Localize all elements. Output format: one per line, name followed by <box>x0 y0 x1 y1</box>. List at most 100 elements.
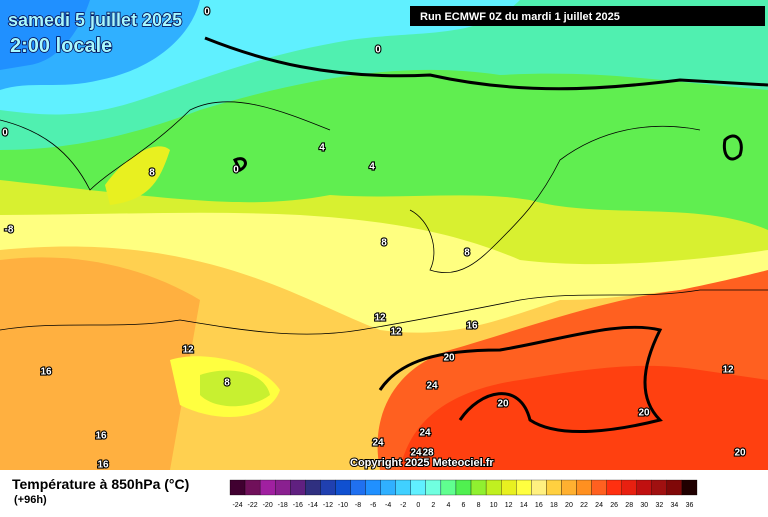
scale-swatch <box>455 479 472 496</box>
lead-time: (+96h) <box>14 494 47 506</box>
scale-label: -18 <box>278 502 288 509</box>
scale-swatch <box>229 479 246 496</box>
contour-0 <box>722 134 743 161</box>
scale-label: -16 <box>293 502 303 509</box>
coastline <box>0 289 768 335</box>
contour-0 <box>204 36 768 91</box>
contour-label: 24 <box>419 428 431 439</box>
coastline <box>409 125 701 274</box>
scale-label: 26 <box>610 502 618 509</box>
scale-label: 10 <box>490 502 498 509</box>
scale-swatch <box>275 479 291 496</box>
scale-label: 32 <box>655 502 663 509</box>
contour-0 <box>232 157 247 173</box>
contour-label: 24 <box>426 381 438 392</box>
contour-label: 20 <box>497 399 509 410</box>
scale-swatch <box>516 479 532 496</box>
legend-title: Température à 850hPa (°C) <box>12 476 189 492</box>
contour-label: 12 <box>374 313 386 324</box>
scale-label: 8 <box>477 502 481 509</box>
scale-swatch <box>350 479 366 496</box>
scale-swatch <box>591 479 607 496</box>
scale-swatch <box>636 479 652 496</box>
scale-swatch <box>546 479 562 496</box>
map <box>0 0 768 470</box>
scale-label: 0 <box>416 502 420 509</box>
scale-label: -24 <box>232 502 242 509</box>
scale-label: 2 <box>431 502 435 509</box>
contour-label: -8 <box>5 225 14 236</box>
scale-swatch <box>485 479 502 496</box>
contour-label: 16 <box>95 431 107 442</box>
contour-label: 16 <box>97 460 109 471</box>
scale-swatch <box>335 479 351 496</box>
scale-swatch <box>380 479 396 496</box>
scale-label: 20 <box>565 502 573 509</box>
warm-zone <box>0 257 200 470</box>
copyright: Copyright 2025 Meteociel.fr <box>350 457 494 469</box>
contour-label: 20 <box>443 353 455 364</box>
scale-swatch <box>395 479 411 496</box>
scale-swatch <box>576 479 592 496</box>
scale-swatch <box>531 479 547 496</box>
contour-label: 20 <box>638 408 650 419</box>
contour-label: 0 <box>204 7 210 18</box>
scale-swatch <box>244 479 261 496</box>
contour-label: 12 <box>722 365 734 376</box>
scale-swatch <box>425 479 442 496</box>
contour-label: 8 <box>224 378 230 389</box>
contour-label: 8 <box>381 238 387 249</box>
color-scale: -24 -22 -20 -18 -16 -14 -12 -10 -8 -6 -4 -2 0 2 4 6 8 10 1… <box>229 479 698 509</box>
contour-20 <box>378 325 663 434</box>
contour-label: 12 <box>182 345 194 356</box>
contour-label: 16 <box>40 367 52 378</box>
scale-swatch <box>305 479 321 496</box>
scale-label: 18 <box>550 502 558 509</box>
scale-swatch <box>561 479 577 496</box>
scale-label: 12 <box>505 502 513 509</box>
scale-swatch <box>290 479 306 496</box>
contour-label: 4 <box>319 143 325 154</box>
map-date: samedi 5 juillet 2025 <box>8 10 182 30</box>
scale-swatch <box>365 479 381 496</box>
scale-label: -20 <box>263 502 273 509</box>
contour-label: 4 <box>369 162 375 173</box>
scale-label: 6 <box>462 502 466 509</box>
scale-label: 16 <box>535 502 543 509</box>
scale-swatch <box>259 479 276 496</box>
scale-label: -6 <box>370 502 376 509</box>
run-banner <box>410 6 765 26</box>
scale-label: 14 <box>520 502 528 509</box>
scale-swatch <box>440 479 457 496</box>
contour-label: 24 <box>410 448 422 459</box>
scale-swatch <box>470 479 487 496</box>
contour-label: 28 <box>422 448 434 459</box>
scale-swatch <box>606 479 622 496</box>
scale-swatch <box>666 479 683 496</box>
scale-label: 36 <box>686 502 694 509</box>
coastline <box>0 101 331 191</box>
scale-label: -14 <box>308 502 318 509</box>
scale-label: 24 <box>595 502 603 509</box>
scale-label: 34 <box>671 502 679 509</box>
sahara-lime <box>200 370 270 407</box>
greenland-warm <box>105 146 170 205</box>
zone-24 <box>400 365 768 470</box>
scale-label: -2 <box>400 502 406 509</box>
scale-swatch <box>681 479 698 496</box>
scale-label: 22 <box>580 502 588 509</box>
scale-label: 28 <box>625 502 633 509</box>
scale-swatch <box>501 479 517 496</box>
contour-label: 0 <box>233 165 239 176</box>
contour-label: 8 <box>464 248 470 259</box>
contour-label: 8 <box>149 168 155 179</box>
scale-label: -12 <box>323 502 333 509</box>
zone-minus-6 <box>0 0 90 70</box>
scale-label: -10 <box>338 502 348 509</box>
scale-swatch <box>320 479 336 496</box>
map-time: 2:00 locale <box>10 35 112 57</box>
contour-labels: 0 0 0 4 0 4 8 -8 8 8 12 12 16 12 20 16 8… <box>1 6 747 472</box>
scale-label: -8 <box>355 502 361 509</box>
